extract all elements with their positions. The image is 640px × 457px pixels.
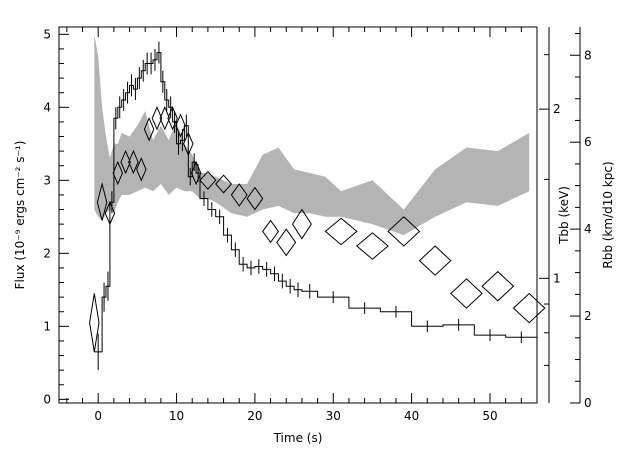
radius-diamond	[215, 174, 233, 194]
x-tick-label: 40	[404, 409, 419, 423]
axis-ticks-layer	[59, 27, 580, 404]
y-tick-label: 2	[43, 246, 51, 260]
radius-tick-label: 6	[584, 135, 592, 149]
radius-diamond	[96, 182, 108, 221]
x-tick-label: 50	[482, 409, 497, 423]
x-tick-label: 30	[326, 409, 341, 423]
radius-diamond	[159, 106, 171, 131]
radius-diamond	[418, 245, 452, 276]
radius-diamond	[143, 117, 155, 142]
radius-diamond	[89, 293, 100, 352]
y-tick-label: 0	[43, 392, 51, 406]
radius-diamond	[112, 160, 124, 186]
radius-diamond	[324, 217, 358, 246]
radius-diamond	[512, 292, 546, 324]
radius-diamond	[167, 106, 178, 131]
radius-diamond	[276, 228, 297, 257]
radius-diamond	[481, 270, 515, 302]
radius-diamond	[230, 183, 248, 207]
y-axis-label-temperature: Tbb (keV)	[557, 186, 571, 245]
temperature-band-layer	[94, 34, 530, 236]
y-axis-label-left: Flux (10⁻⁹ ergs cm⁻² s⁻¹)	[13, 141, 27, 290]
x-tick-label: 20	[247, 409, 262, 423]
radius-diamond	[104, 200, 116, 226]
x-tick-label: 10	[169, 409, 184, 423]
radius-diamond	[356, 232, 389, 260]
radius-tick-label: 0	[584, 396, 592, 410]
plot-frame	[58, 26, 538, 404]
radius-tick-label: 2	[584, 309, 592, 323]
y-tick-label: 5	[43, 27, 51, 41]
flux-histogram-layer	[94, 41, 537, 371]
temperature-tick-label: 1	[553, 271, 561, 285]
radius-diamond	[246, 186, 264, 211]
x-axis-label: Time (s)	[273, 431, 323, 445]
radius-diamond	[151, 106, 163, 131]
temperature-tick-label: 2	[553, 102, 561, 116]
y-tick-label: 4	[43, 100, 51, 114]
y-tick-label: 1	[43, 319, 51, 333]
radius-tick-label: 8	[584, 48, 592, 62]
radius-diamond	[262, 219, 280, 244]
radius-diamond	[190, 160, 202, 186]
radius-diamond	[128, 149, 139, 175]
radius-tick-label: 4	[584, 222, 592, 236]
radius-diamond	[183, 131, 194, 157]
radius-diamonds-layer	[89, 106, 546, 352]
y-tick-label: 3	[43, 173, 51, 187]
temperature-band	[94, 34, 530, 236]
radius-diamond	[136, 157, 147, 182]
radius-diamond	[450, 278, 483, 309]
y-axis-label-radius: Rbb (km/d10 kpc)	[601, 161, 615, 268]
radius-diamond	[120, 149, 131, 175]
radius-diamond	[175, 113, 186, 138]
x-tick-label: 0	[94, 409, 102, 423]
flux-histogram	[94, 52, 537, 353]
radius-diamond	[387, 216, 421, 247]
radius-diamond	[199, 170, 217, 190]
radius-diamond	[291, 208, 312, 240]
